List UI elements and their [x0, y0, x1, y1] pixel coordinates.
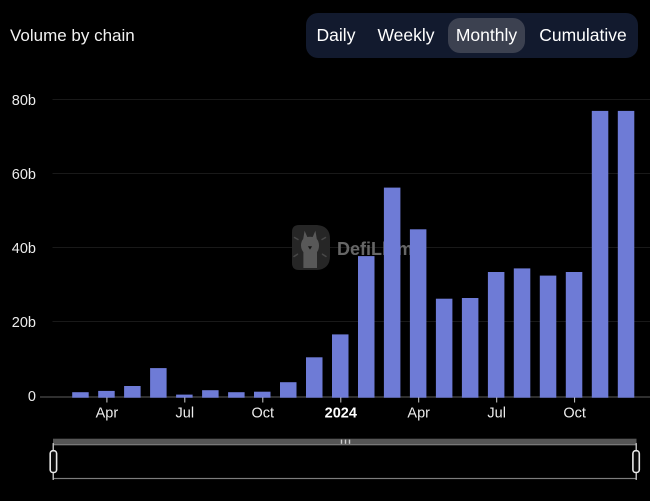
svg-text:Oct: Oct	[563, 406, 586, 422]
svg-text:0: 0	[28, 389, 36, 405]
svg-text:DefiLlama: DefiLlama	[337, 239, 424, 259]
svg-text:Jul: Jul	[487, 406, 506, 422]
svg-text:2024: 2024	[325, 406, 357, 422]
svg-text:80b: 80b	[12, 93, 36, 109]
svg-text:Apr: Apr	[407, 406, 430, 422]
svg-text:40b: 40b	[12, 241, 36, 257]
svg-text:20b: 20b	[12, 315, 36, 331]
svg-text:60b: 60b	[12, 167, 36, 183]
svg-text:Oct: Oct	[252, 406, 275, 422]
svg-text:Jul: Jul	[176, 406, 195, 422]
svg-text:Apr: Apr	[96, 406, 119, 422]
